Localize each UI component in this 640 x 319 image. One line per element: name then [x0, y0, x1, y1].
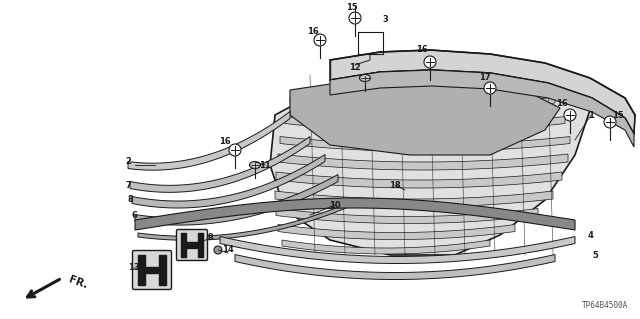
Circle shape	[229, 144, 241, 156]
Polygon shape	[130, 137, 310, 192]
Polygon shape	[290, 97, 555, 111]
Polygon shape	[280, 137, 570, 152]
Text: 4: 4	[587, 231, 593, 240]
Polygon shape	[278, 154, 568, 170]
Polygon shape	[290, 75, 560, 155]
Text: 8: 8	[127, 196, 133, 204]
Text: 5: 5	[592, 250, 598, 259]
Polygon shape	[285, 116, 565, 131]
Polygon shape	[276, 172, 562, 188]
FancyBboxPatch shape	[177, 229, 207, 261]
Text: 10: 10	[329, 201, 341, 210]
Polygon shape	[278, 225, 515, 240]
Text: 1: 1	[588, 110, 594, 120]
Text: 16: 16	[556, 99, 568, 108]
Circle shape	[214, 246, 222, 254]
Text: 18: 18	[389, 181, 401, 189]
Polygon shape	[220, 236, 575, 263]
Text: 11: 11	[259, 160, 271, 169]
Circle shape	[349, 12, 361, 24]
Ellipse shape	[360, 75, 371, 81]
Polygon shape	[135, 198, 575, 230]
Circle shape	[564, 109, 576, 121]
Text: 16: 16	[416, 46, 428, 55]
Circle shape	[604, 116, 616, 128]
Text: 16: 16	[307, 27, 319, 36]
Text: 16: 16	[219, 137, 231, 146]
Polygon shape	[275, 191, 553, 207]
Text: 15: 15	[612, 110, 624, 120]
Text: 12: 12	[349, 63, 361, 72]
Text: TP64B4500A: TP64B4500A	[582, 301, 628, 310]
Polygon shape	[128, 112, 290, 170]
Text: 17: 17	[479, 72, 491, 81]
Text: 7: 7	[125, 181, 131, 189]
Circle shape	[484, 82, 496, 94]
Polygon shape	[276, 209, 538, 224]
Text: 3: 3	[382, 16, 388, 25]
Text: 14: 14	[222, 246, 234, 255]
Ellipse shape	[250, 161, 260, 168]
Circle shape	[314, 34, 326, 46]
Text: 15: 15	[346, 4, 358, 12]
Text: 6: 6	[131, 211, 137, 219]
Polygon shape	[138, 198, 360, 240]
Text: 13: 13	[128, 263, 140, 272]
Polygon shape	[282, 240, 490, 254]
Polygon shape	[270, 68, 590, 255]
Text: FR.: FR.	[67, 274, 88, 290]
Circle shape	[424, 56, 436, 68]
Polygon shape	[135, 174, 338, 225]
FancyBboxPatch shape	[132, 250, 172, 290]
Polygon shape	[330, 50, 635, 134]
Polygon shape	[132, 154, 325, 208]
Polygon shape	[330, 70, 634, 147]
Text: 2: 2	[125, 158, 131, 167]
Text: 9: 9	[207, 234, 213, 242]
Polygon shape	[235, 255, 555, 279]
